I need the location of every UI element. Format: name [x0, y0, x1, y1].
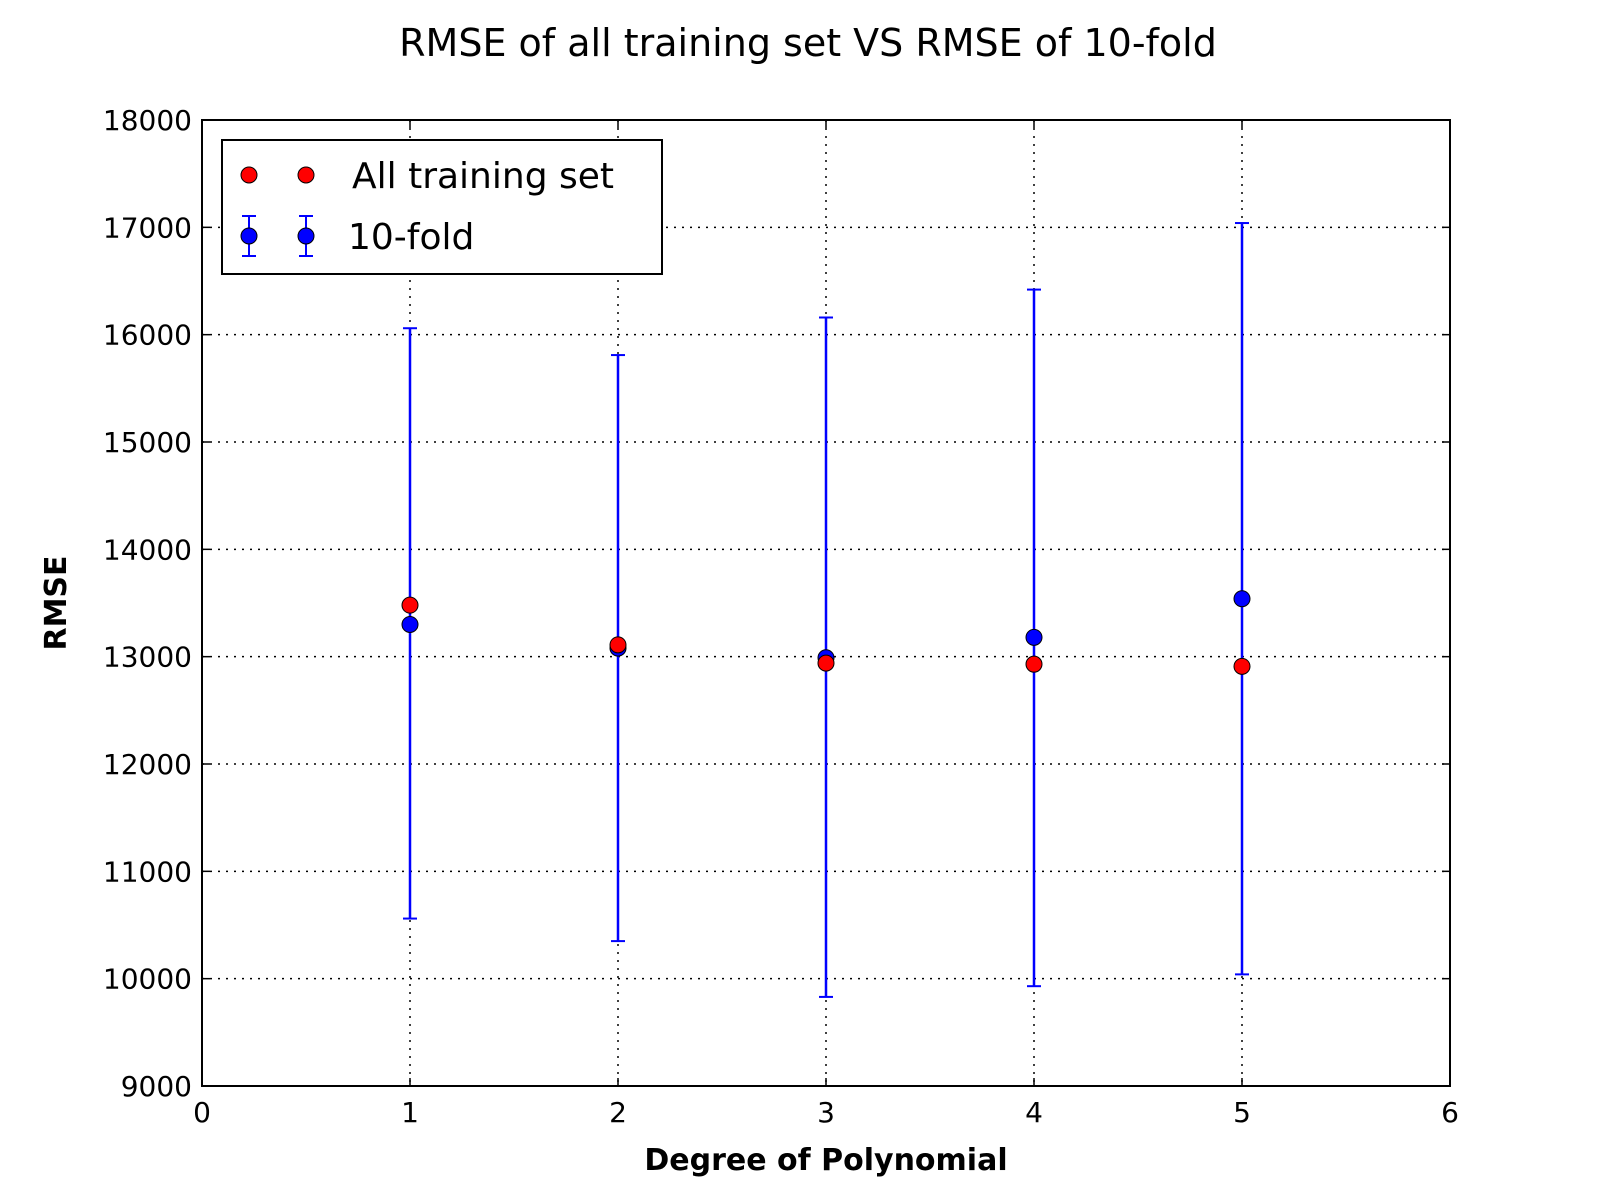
x-tick-label: 2	[609, 1096, 627, 1129]
point-10-fold	[1233, 590, 1251, 608]
legend-frame	[221, 139, 663, 275]
point-all-training-set	[817, 654, 835, 672]
y-tick-label: 9000	[121, 1070, 192, 1103]
legend-label-all-training-set: All training set	[352, 156, 614, 197]
y-tick-label: 10000	[103, 963, 192, 996]
tick-layer: 0 1 2 3 4 5 6 9000 10000 11000 12000 13000 14000 1500…	[103, 104, 1459, 1129]
y-tick-label: 17000	[103, 211, 192, 244]
point-all-training-set	[401, 596, 419, 614]
point-all-training-set	[609, 636, 627, 654]
chart-title: RMSE of all training set VS RMSE of 10-f…	[399, 21, 1217, 65]
legend-marker-all-training-set	[240, 166, 258, 184]
y-tick-label: 13000	[103, 641, 192, 674]
legend-marker-10-fold	[240, 227, 258, 245]
legend-marker-10-fold	[297, 227, 315, 245]
y-tick-label: 12000	[103, 748, 192, 781]
legend-label-10-fold: 10-fold	[348, 217, 474, 258]
y-tick-label: 14000	[103, 533, 192, 566]
x-tick-label: 1	[401, 1096, 419, 1129]
point-all-training-set	[1233, 657, 1251, 675]
y-tick-label: 11000	[103, 855, 192, 888]
y-tick-label: 18000	[103, 104, 192, 137]
y-tick-label: 16000	[103, 319, 192, 352]
x-tick-label: 0	[193, 1096, 211, 1129]
point-10-fold	[401, 615, 419, 633]
x-tick-label: 6	[1441, 1096, 1459, 1129]
y-tick-label: 15000	[103, 426, 192, 459]
x-tick-label: 4	[1025, 1096, 1043, 1129]
data-layer	[401, 222, 1251, 998]
x-tick-label: 5	[1233, 1096, 1251, 1129]
x-tick-label: 3	[817, 1096, 835, 1129]
point-all-training-set	[1025, 655, 1043, 673]
legend-marker-all-training-set	[297, 166, 315, 184]
x-axis-label: Degree of Polynomial	[644, 1143, 1007, 1178]
legend: All training set 10-fold	[221, 139, 663, 275]
y-axis-label: RMSE	[39, 555, 74, 650]
point-10-fold	[1025, 628, 1043, 646]
